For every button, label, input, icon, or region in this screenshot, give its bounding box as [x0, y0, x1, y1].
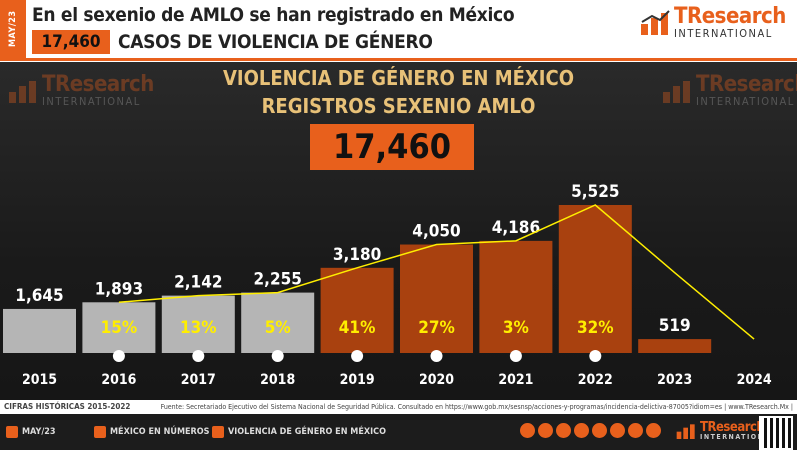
telegram-icon[interactable] — [574, 423, 589, 438]
growth-label: 32% — [577, 318, 614, 338]
bottom-topic[interactable]: VIOLENCIA DE GÉNERO EN MÉXICO — [212, 426, 386, 438]
bar-chart-icon — [640, 9, 670, 36]
growth-marker — [192, 350, 205, 362]
bottom-bar: MAY/23 MÉXICO EN NÚMEROS VIOLENCIA DE GÉ… — [0, 414, 797, 450]
trend-line — [118, 204, 755, 340]
bar — [82, 302, 156, 353]
bar-chart-icon — [676, 422, 696, 440]
chart-panel: TResearch INTERNATIONAL TResearch INTERN… — [0, 62, 797, 400]
growth-marker — [112, 350, 125, 362]
data-label: 2,255 — [254, 270, 302, 290]
footer: CIFRAS HISTÓRICAS 2015-2022 Fuente: Secr… — [0, 400, 797, 414]
growth-marker — [430, 350, 443, 362]
x-tick-label: 2017 — [181, 372, 216, 388]
map-icon — [94, 426, 106, 438]
bottom-topic-label: VIOLENCIA DE GÉNERO EN MÉXICO — [228, 427, 386, 437]
data-label: 4,186 — [492, 218, 540, 238]
chart-total: 17,460 — [310, 124, 474, 170]
x-tick-label: 2023 — [657, 372, 692, 388]
data-label: 5,525 — [571, 182, 619, 202]
bottom-logo-brand: TResearch — [700, 420, 765, 435]
footer-note: CIFRAS HISTÓRICAS 2015-2022 — [4, 402, 131, 411]
growth-marker — [351, 350, 364, 362]
watermark-sub: INTERNATIONAL — [42, 95, 141, 108]
bar — [558, 205, 632, 353]
growth-marker — [589, 350, 602, 362]
headline-subject: CASOS DE VIOLENCIA DE GÉNERO — [118, 31, 433, 53]
bar — [3, 308, 76, 353]
bottom-section[interactable]: MÉXICO EN NÚMEROS — [94, 426, 210, 438]
data-label: 1,645 — [15, 286, 63, 306]
qr-code[interactable] — [759, 416, 793, 450]
linkedin-icon[interactable] — [628, 423, 643, 438]
chart-title: VIOLENCIA DE GÉNERO EN MÉXICO — [222, 66, 574, 90]
bar — [638, 339, 712, 353]
x-tick-label: 2021 — [498, 372, 533, 388]
bottom-date-label: MAY/23 — [22, 427, 56, 437]
logo-sub: INTERNATIONAL — [674, 27, 773, 40]
bottom-logo[interactable]: TResearch INTERNATIONAL — [676, 421, 776, 441]
data-label: 3,180 — [333, 245, 381, 265]
watermark-logo-left: TResearch INTERNATIONAL — [8, 74, 154, 107]
header: MAY/23 En el sexenio de AMLO se han regi… — [0, 0, 797, 62]
bar — [479, 240, 553, 353]
watermark-sub: INTERNATIONAL — [696, 95, 795, 108]
email-icon[interactable] — [556, 423, 571, 438]
bottom-logo-sub: INTERNATIONAL — [700, 433, 777, 441]
twitter-icon[interactable] — [592, 423, 607, 438]
growth-marker — [271, 350, 284, 362]
watermark-brand: TResearch — [696, 72, 797, 97]
social-links — [520, 423, 664, 438]
brand-logo[interactable]: TResearch INTERNATIONAL — [640, 6, 786, 39]
growth-label: 5% — [265, 318, 291, 338]
growth-label: 27% — [418, 318, 455, 338]
x-tick-label: 2018 — [260, 372, 295, 388]
bottom-date: MAY/23 — [6, 426, 56, 438]
data-label: 519 — [659, 316, 691, 336]
headline: En el sexenio de AMLO se han registrado … — [32, 4, 515, 26]
bar-chart-icon — [8, 78, 38, 104]
growth-marker — [509, 350, 522, 362]
bar — [161, 295, 235, 353]
bottom-section-label: MÉXICO EN NÚMEROS — [110, 427, 210, 437]
watermark-logo-right: TResearch INTERNATIONAL — [662, 74, 797, 107]
header-divider — [0, 58, 797, 61]
x-tick-label: 2020 — [419, 372, 454, 388]
eye-icon — [212, 426, 224, 438]
logo-brand: TResearch — [674, 4, 786, 29]
growth-label: 13% — [180, 318, 217, 338]
x-tick-label: 2016 — [101, 372, 136, 388]
facebook-icon[interactable] — [610, 423, 625, 438]
data-label: 2,142 — [174, 273, 222, 293]
bar — [400, 244, 473, 353]
growth-label: 41% — [339, 318, 376, 338]
web-icon[interactable] — [520, 423, 535, 438]
date-side-label: MAY/23 — [0, 0, 26, 58]
chart-subtitle: REGISTROS SEXENIO AMLO — [261, 94, 536, 118]
watermark-brand: TResearch — [42, 72, 154, 97]
footer-source[interactable]: Fuente: Secretariado Ejecutivo del Siste… — [160, 403, 793, 411]
calendar-icon — [6, 426, 18, 438]
data-label: 1,893 — [95, 279, 143, 299]
growth-label: 15% — [101, 318, 138, 338]
x-tick-label: 2022 — [578, 372, 613, 388]
x-tick-label: 2019 — [340, 372, 375, 388]
bar-chart-icon — [662, 78, 692, 104]
bar — [241, 292, 315, 353]
bar — [320, 267, 394, 353]
x-tick-label: 2024 — [737, 372, 772, 388]
bar-chart: 1,645 2015 1,893 2016 2,142 2017 2,255 2018 3,18… — [3, 182, 772, 388]
data-label: 4,050 — [412, 222, 460, 242]
youtube-icon[interactable] — [646, 423, 661, 438]
x-tick-label: 2015 — [22, 372, 57, 388]
whatsapp-icon[interactable] — [538, 423, 553, 438]
growth-label: 3% — [503, 318, 529, 338]
total-badge: 17,460 — [32, 30, 110, 54]
